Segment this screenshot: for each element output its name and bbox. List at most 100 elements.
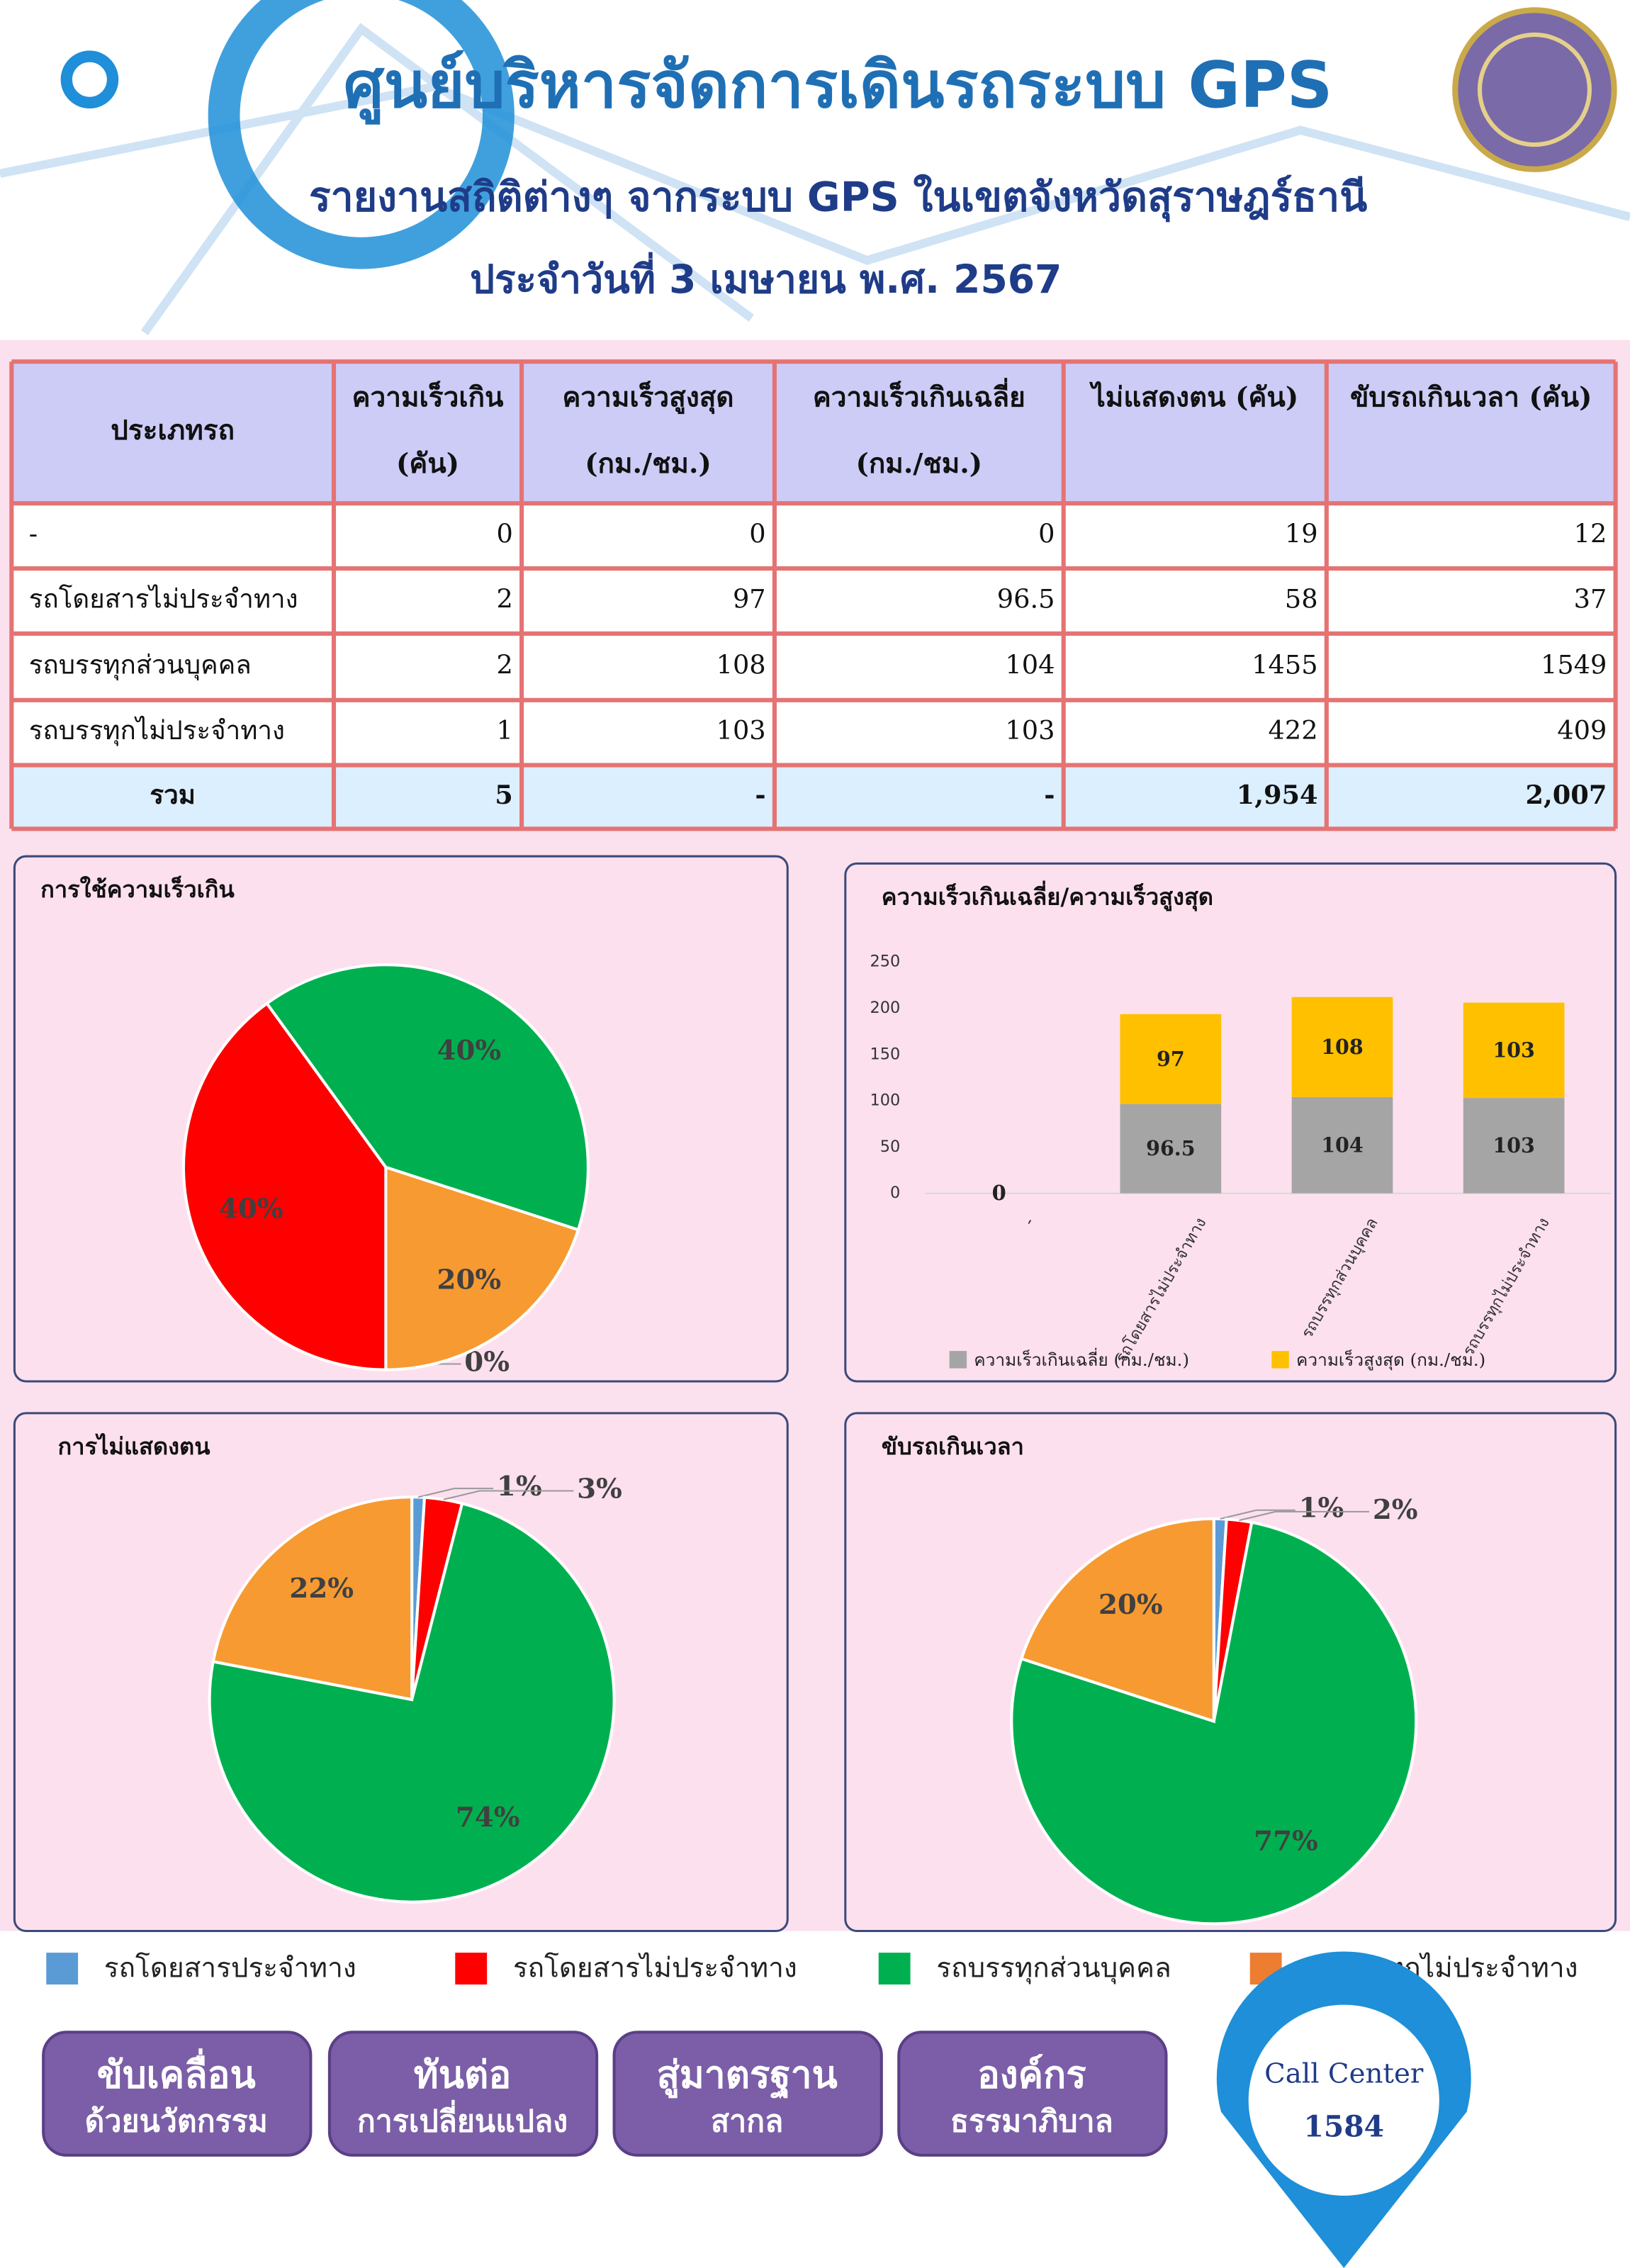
table-cell: 409 [1557, 715, 1607, 746]
table-cell: 108 [716, 649, 766, 680]
table-cell: 58 [1285, 583, 1318, 614]
table-cell: - [29, 519, 38, 549]
chart-title: การไม่แสดงตน [58, 1432, 211, 1460]
bar-value-label: 97 [1157, 1047, 1185, 1071]
y-tick-label: 200 [870, 999, 901, 1017]
logo-ring [1477, 32, 1592, 147]
table-cell: 37 [1574, 583, 1607, 614]
column-header: ความเร็วเกินเฉลี่ย [813, 377, 1025, 413]
legend-label: รถโดยสารไม่ประจำทาง [513, 1953, 797, 1984]
pie-label: 40% [219, 1194, 283, 1225]
bar-value-label: 0 [992, 1181, 1006, 1205]
pie-label: 1% [497, 1471, 542, 1503]
slogan-text: ทันต่อ [414, 2053, 511, 2096]
slogan-text: การเปลี่ยนแปลง [357, 2099, 568, 2139]
bar-value-label: 103 [1493, 1038, 1535, 1062]
y-tick-label: 50 [880, 1138, 901, 1156]
bar-value-label: 0 [992, 1181, 1006, 1205]
chart-title: การใช้ความเร็วเกิน [40, 875, 235, 903]
pie-slice [181, 1001, 388, 1371]
leader-line [443, 1490, 574, 1500]
slogan-text: สากล [711, 2104, 783, 2139]
leader-line [1220, 1509, 1295, 1520]
leader-line [417, 1488, 494, 1498]
pie-label: 77% [1254, 1826, 1318, 1858]
legend-label: ความเร็วสูงสุด (กม./ชม.) [1296, 1349, 1485, 1371]
table-cell: 0 [1038, 519, 1055, 549]
y-tick-label: 100 [870, 1091, 901, 1110]
pie-slice [384, 1165, 580, 1371]
call-center-badge [1248, 2004, 1439, 2196]
table-cell: 422 [1269, 715, 1318, 746]
subtitle: รายงานสถิติต่างๆ จากระบบ GPS ในเขตจังหวั… [309, 173, 1367, 223]
slogan-button [612, 2031, 883, 2157]
leader-line [1239, 1510, 1370, 1522]
table-cell: รถบรรทุกไม่ประจำทาง [29, 715, 285, 746]
table-cell: 97 [733, 583, 766, 614]
bar-segment [1120, 1014, 1222, 1104]
bar-value-label: 103 [1493, 1133, 1535, 1157]
pie-slice [211, 1495, 414, 1702]
table-cell: รถบรรทุกส่วนบุคคล [29, 649, 252, 680]
bar-value-label: 96.5 [1146, 1136, 1196, 1160]
pie-label: 22% [289, 1573, 354, 1605]
table-cell: 1549 [1541, 649, 1607, 680]
bar-segment [1291, 997, 1393, 1097]
table-cell: 0 [749, 519, 765, 549]
column-header: ไม่แสดงตน (คัน) [1089, 381, 1298, 413]
pie-slice [264, 963, 590, 1232]
pie-label: 2% [1373, 1494, 1418, 1526]
bar-value-label: 104 [1321, 1133, 1364, 1157]
report-date: ประจำวันที่ 3 เมษายน พ.ศ. 2567 [470, 252, 1062, 302]
column-header: (กม./ชม.) [585, 448, 712, 480]
table-cell: 1,954 [1237, 780, 1318, 810]
table-cell: 1455 [1252, 649, 1317, 680]
legend-label: รถโดยสารประจำทาง [104, 1953, 356, 1984]
pie-slice [208, 1501, 616, 1904]
table-cell: 19 [1285, 519, 1318, 549]
table-cell: - [755, 780, 765, 810]
table-cell: 96.5 [997, 583, 1055, 614]
legend-swatch [1271, 1351, 1289, 1369]
y-tick-label: 250 [870, 953, 901, 971]
chart-panel [844, 862, 1617, 1383]
legend-swatch [46, 1953, 79, 1984]
slogan-text: สู่มาตรฐาน [657, 2053, 838, 2099]
slogan-button [42, 2031, 313, 2157]
pie-slice [1019, 1517, 1215, 1724]
legend-label: ความเร็วเกินเฉลี่ย (กม./ชม.) [974, 1348, 1189, 1370]
slogan-button [897, 2031, 1168, 2157]
call-center-label: Call Center [1264, 2058, 1424, 2090]
slogan-text: ธรรมาภิบาล [950, 2104, 1113, 2139]
column-header: ขับรถเกินเวลา (คัน) [1350, 381, 1592, 413]
table-row-bg [11, 568, 1616, 634]
y-tick-label: 0 [890, 1184, 900, 1202]
legend-swatch [878, 1953, 911, 1984]
pie-label: 20% [437, 1264, 502, 1296]
column-header: ความเร็วสูงสุด [562, 380, 734, 414]
stats-table: ประเภทรถ ความเร็วเกิน (คัน) ความเร็วสูงสุด (… [9, 359, 1618, 831]
legend: รถโดยสารประจำทาง รถโดยสารไม่ประจำทาง รถบรร… [46, 1953, 1578, 1985]
bar-segment [1291, 1096, 1393, 1194]
table-row-bg [11, 503, 1616, 569]
table-cell: รวม [150, 780, 196, 810]
column-header: ประเภทรถ [111, 415, 235, 447]
table-header-bg [11, 361, 1616, 504]
slogan-text: ด้วยนวัตกรรม [85, 2104, 268, 2139]
y-tick-label: 150 [870, 1045, 901, 1063]
bar-value-label: 108 [1321, 1035, 1364, 1059]
call-center-number: 1584 [1304, 2110, 1384, 2144]
table-cell: 1 [496, 715, 512, 746]
table-row-bg [11, 633, 1616, 700]
pie-label: 40% [437, 1035, 502, 1067]
legend-swatch [949, 1351, 967, 1369]
table-cell: 5 [495, 780, 513, 810]
table-cell: 0 [496, 519, 512, 549]
charts: การใช้ความเร็วเกิน0%40%40%20%ความเร็วเกิ… [13, 855, 1617, 1933]
table-row-bg [11, 700, 1616, 765]
bar-segment [1463, 1002, 1565, 1099]
pie-slice [1010, 1520, 1418, 1926]
table-cell: 2 [496, 649, 512, 680]
pie-label: 3% [577, 1473, 622, 1505]
